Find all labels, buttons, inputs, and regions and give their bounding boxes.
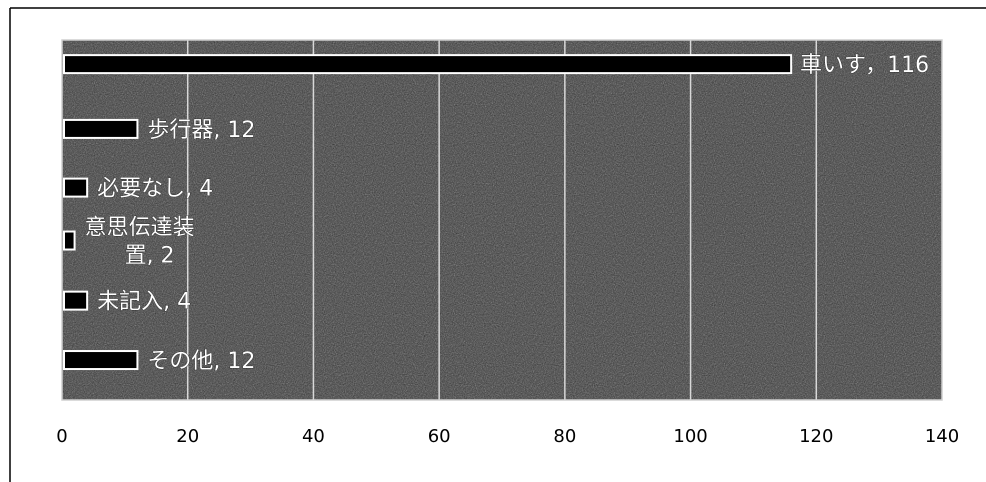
x-tick-label-100: 100 xyxy=(673,426,707,447)
x-tick-label-80: 80 xyxy=(553,426,576,447)
bar-5 xyxy=(63,350,139,371)
data-label-2: 必要なし, 4 xyxy=(97,177,213,202)
plot-texture xyxy=(62,40,942,400)
x-tick-label-140: 140 xyxy=(925,426,959,447)
data-labels: 車いす，116 歩行器, 12 必要なし, 4 意思伝達装置, 2 未記入, 4 その他,… xyxy=(84,53,929,375)
bar-0 xyxy=(63,54,793,75)
data-label-2-line-0: 必要なし, 4 xyxy=(97,177,213,202)
plot-area: 車いす，116 歩行器, 12 必要なし, 4 意思伝達装置, 2 未記入, 4 その他,… xyxy=(61,39,943,401)
x-tick-label-20: 20 xyxy=(176,426,199,447)
bars xyxy=(63,54,793,371)
data-label-3-line-0: 意思伝達装 xyxy=(85,216,195,241)
bar-2 xyxy=(63,177,89,198)
x-tick-label-40: 40 xyxy=(302,426,325,447)
data-label-3-line-1: 置, 2 xyxy=(125,244,175,269)
data-label-5-line-0: その他, 12 xyxy=(147,349,255,374)
x-tick-label-0: 0 xyxy=(56,426,67,447)
data-label-1: 歩行器, 12 xyxy=(147,118,255,143)
data-label-4: 未記入, 4 xyxy=(97,290,191,315)
x-tick-label-60: 60 xyxy=(428,426,451,447)
plot-border xyxy=(61,39,943,401)
data-label-0: 車いす，116 xyxy=(800,53,929,78)
data-label-3: 意思伝達装置, 2 xyxy=(85,216,195,269)
bar-3 xyxy=(63,230,76,251)
data-label-1-line-0: 歩行器, 12 xyxy=(147,118,255,143)
data-label-0-line-0: 車いす，116 xyxy=(800,53,929,78)
bar-1 xyxy=(63,118,139,139)
bar-4 xyxy=(63,290,89,311)
data-label-4-line-0: 未記入, 4 xyxy=(97,290,191,315)
data-label-5: その他, 12 xyxy=(147,349,255,374)
gridlines xyxy=(186,40,818,400)
x-axis: 0 20 40 60 80 100 120 140 xyxy=(56,426,959,447)
x-tick-label-120: 120 xyxy=(799,426,833,447)
